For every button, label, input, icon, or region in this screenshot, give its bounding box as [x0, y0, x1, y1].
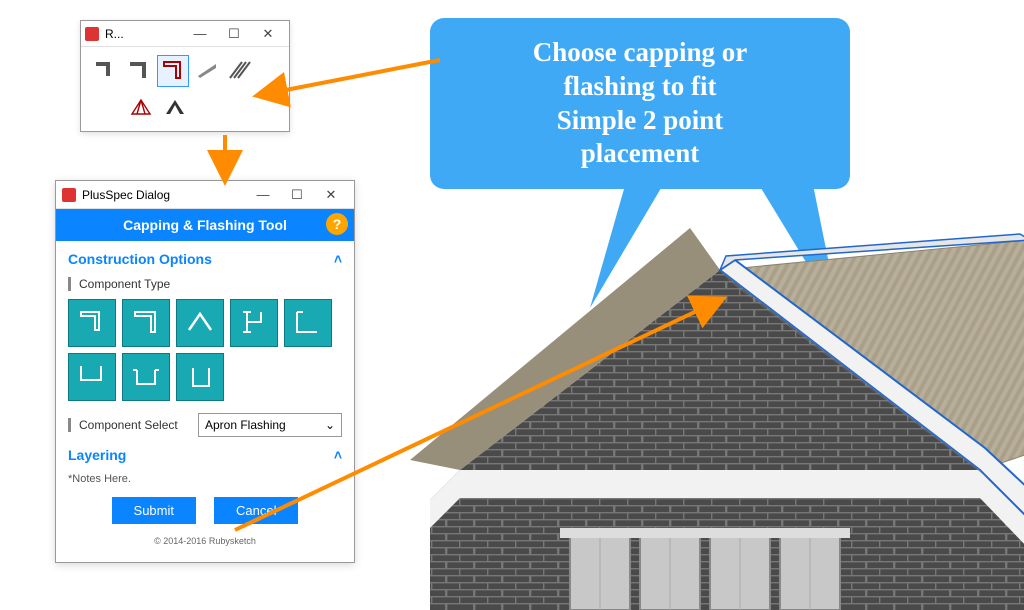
component-type-label: Component Type	[68, 277, 342, 291]
dialog-header-title: Capping & Flashing Tool	[123, 217, 287, 233]
component-tile-1[interactable]	[68, 299, 116, 347]
plusspec-dialog-window: PlusSpec Dialog — ☐ ✕ Capping & Flashing…	[55, 180, 355, 563]
component-type-grid	[68, 299, 342, 401]
dialog-header: Capping & Flashing Tool ?	[56, 209, 354, 241]
component-select-dropdown[interactable]: Apron Flashing ⌄	[198, 413, 342, 437]
tool-gable-icon[interactable]	[159, 91, 191, 123]
callout-line3: Simple 2 point	[454, 104, 826, 138]
toolbar-body	[81, 47, 289, 131]
layering-label: Layering	[68, 447, 126, 463]
layering-header[interactable]: Layering ˄	[68, 447, 342, 463]
tool-truss-icon[interactable]	[125, 91, 157, 123]
chevron-up-icon: ˄	[334, 447, 342, 463]
tool-corner-icon[interactable]	[157, 55, 189, 87]
dialog-close-button[interactable]: ✕	[314, 182, 348, 208]
dialog-minimize-button[interactable]: —	[246, 182, 280, 208]
construction-options-header[interactable]: Construction Options ˄	[68, 251, 342, 267]
component-tile-2[interactable]	[122, 299, 170, 347]
component-tile-6[interactable]	[68, 353, 116, 401]
dialog-window-title: PlusSpec Dialog	[82, 188, 246, 202]
tool-slope-icon[interactable]	[191, 55, 223, 87]
maximize-button[interactable]: ☐	[217, 21, 251, 47]
construction-options-section: Construction Options ˄ Component Type Co…	[56, 241, 354, 447]
component-tile-8[interactable]	[176, 353, 224, 401]
plusspec-app-icon	[62, 188, 76, 202]
roof-toolbar-window: R... — ☐ ✕	[80, 20, 290, 132]
layering-section: Layering ˄ *Notes Here. Submit Cancel © …	[56, 447, 354, 562]
house-render	[390, 190, 1024, 610]
component-tile-4[interactable]	[230, 299, 278, 347]
component-select-value: Apron Flashing	[205, 418, 286, 432]
callout-line4: placement	[454, 137, 826, 171]
component-select-row: Component Select Apron Flashing ⌄	[68, 413, 342, 437]
toolbar-titlebar: R... — ☐ ✕	[81, 21, 289, 47]
tool-fold2-icon[interactable]	[123, 55, 155, 87]
toolbar-title: R...	[105, 27, 183, 41]
cancel-button[interactable]: Cancel	[214, 497, 298, 524]
callout-line1: Choose capping or	[454, 36, 826, 70]
chevron-up-icon: ˄	[334, 251, 342, 267]
instruction-callout: Choose capping or flashing to fit Simple…	[430, 18, 850, 189]
sketchup-app-icon	[85, 27, 99, 41]
component-tile-5[interactable]	[284, 299, 332, 347]
dialog-button-row: Submit Cancel	[68, 497, 342, 524]
component-tile-7[interactable]	[122, 353, 170, 401]
dialog-maximize-button[interactable]: ☐	[280, 182, 314, 208]
component-select-label: Component Select	[68, 418, 188, 432]
tool-fold1-icon[interactable]	[89, 55, 121, 87]
submit-button[interactable]: Submit	[112, 497, 196, 524]
window-controls: — ☐ ✕	[183, 21, 285, 47]
tool-stripes-icon[interactable]	[225, 55, 257, 87]
help-button[interactable]: ?	[326, 213, 348, 235]
copyright-text: © 2014-2016 Rubysketch	[68, 530, 342, 552]
construction-options-label: Construction Options	[68, 251, 212, 267]
component-tile-3[interactable]	[176, 299, 224, 347]
callout-line2: flashing to fit	[454, 70, 826, 104]
notes-text: *Notes Here.	[68, 473, 342, 485]
dialog-titlebar: PlusSpec Dialog — ☐ ✕	[56, 181, 354, 209]
chevron-down-icon: ⌄	[325, 418, 335, 432]
minimize-button[interactable]: —	[183, 21, 217, 47]
close-button[interactable]: ✕	[251, 21, 285, 47]
